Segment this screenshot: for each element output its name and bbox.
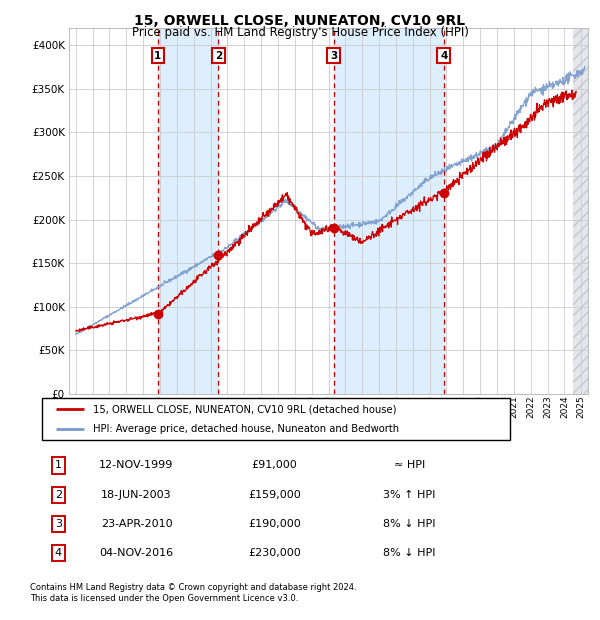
FancyBboxPatch shape <box>42 398 510 440</box>
Text: 18-JUN-2003: 18-JUN-2003 <box>101 490 172 500</box>
Text: £159,000: £159,000 <box>248 490 301 500</box>
Text: 1: 1 <box>154 51 161 61</box>
Text: 8% ↓ HPI: 8% ↓ HPI <box>383 519 436 529</box>
Text: ≈ HPI: ≈ HPI <box>394 461 425 471</box>
Bar <box>158 28 218 394</box>
Text: 2: 2 <box>215 51 222 61</box>
Text: 12-NOV-1999: 12-NOV-1999 <box>100 461 173 471</box>
Text: 8% ↓ HPI: 8% ↓ HPI <box>383 548 436 558</box>
Text: HPI: Average price, detached house, Nuneaton and Bedworth: HPI: Average price, detached house, Nune… <box>94 424 400 434</box>
Text: 2: 2 <box>55 490 62 500</box>
Text: 3: 3 <box>55 519 62 529</box>
Text: 1: 1 <box>55 461 62 471</box>
Text: 15, ORWELL CLOSE, NUNEATON, CV10 9RL: 15, ORWELL CLOSE, NUNEATON, CV10 9RL <box>134 14 466 28</box>
Bar <box>573 28 588 394</box>
Text: Contains HM Land Registry data © Crown copyright and database right 2024.: Contains HM Land Registry data © Crown c… <box>30 583 356 592</box>
Text: 4: 4 <box>440 51 448 61</box>
Text: £230,000: £230,000 <box>248 548 301 558</box>
Bar <box>334 28 444 394</box>
Text: £91,000: £91,000 <box>251 461 297 471</box>
Text: 3: 3 <box>330 51 337 61</box>
Text: This data is licensed under the Open Government Licence v3.0.: This data is licensed under the Open Gov… <box>30 594 298 603</box>
Text: 04-NOV-2016: 04-NOV-2016 <box>100 548 173 558</box>
Text: Price paid vs. HM Land Registry's House Price Index (HPI): Price paid vs. HM Land Registry's House … <box>131 26 469 39</box>
Text: £190,000: £190,000 <box>248 519 301 529</box>
Text: 3% ↑ HPI: 3% ↑ HPI <box>383 490 436 500</box>
Text: 23-APR-2010: 23-APR-2010 <box>101 519 172 529</box>
Text: 4: 4 <box>55 548 62 558</box>
Text: 15, ORWELL CLOSE, NUNEATON, CV10 9RL (detached house): 15, ORWELL CLOSE, NUNEATON, CV10 9RL (de… <box>94 404 397 414</box>
